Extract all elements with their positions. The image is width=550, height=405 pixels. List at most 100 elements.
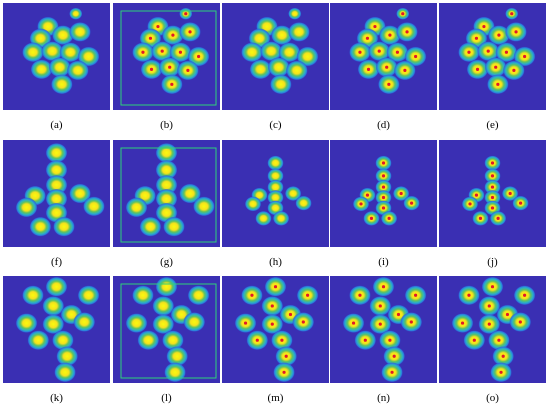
marker bbox=[282, 370, 286, 374]
caption: (k) bbox=[50, 392, 63, 404]
blob bbox=[15, 313, 38, 334]
panel bbox=[222, 3, 329, 110]
marker bbox=[390, 370, 394, 374]
marker bbox=[377, 49, 381, 53]
blob bbox=[284, 186, 302, 201]
blob bbox=[51, 330, 74, 351]
marker bbox=[490, 161, 495, 165]
marker bbox=[401, 12, 405, 16]
blob bbox=[45, 174, 68, 195]
blob bbox=[54, 362, 77, 383]
blob bbox=[45, 142, 68, 163]
panel bbox=[330, 3, 437, 110]
blob bbox=[82, 196, 105, 217]
marker bbox=[518, 320, 522, 324]
marker bbox=[392, 354, 396, 358]
caption: (c) bbox=[269, 119, 282, 131]
marker bbox=[270, 322, 274, 326]
blob bbox=[77, 46, 100, 67]
blob bbox=[244, 196, 262, 212]
marker bbox=[188, 30, 192, 34]
blob bbox=[59, 42, 82, 63]
marker bbox=[301, 320, 305, 324]
marker bbox=[499, 370, 503, 374]
marker bbox=[184, 12, 188, 16]
marker bbox=[486, 49, 490, 53]
panel bbox=[439, 140, 546, 247]
blob bbox=[66, 60, 89, 81]
blob bbox=[270, 25, 293, 46]
blob bbox=[255, 210, 272, 226]
marker bbox=[396, 312, 401, 317]
blob bbox=[192, 196, 215, 217]
marker bbox=[490, 285, 495, 289]
marker bbox=[387, 216, 391, 220]
marker bbox=[501, 354, 505, 358]
panel bbox=[113, 3, 220, 110]
marker bbox=[359, 202, 363, 206]
blob bbox=[125, 313, 148, 334]
marker bbox=[365, 193, 370, 197]
panel bbox=[113, 276, 220, 383]
marker bbox=[156, 24, 160, 29]
marker bbox=[250, 293, 254, 297]
panel bbox=[222, 276, 329, 383]
blob bbox=[179, 183, 202, 204]
marker bbox=[385, 65, 389, 69]
marker bbox=[387, 82, 391, 86]
blob bbox=[267, 168, 284, 184]
caption: (m) bbox=[268, 392, 284, 404]
blob bbox=[137, 330, 160, 351]
blob bbox=[183, 312, 206, 333]
blob bbox=[52, 216, 75, 237]
marker bbox=[288, 312, 293, 317]
panel bbox=[330, 140, 437, 247]
marker bbox=[490, 206, 495, 210]
marker bbox=[496, 82, 500, 86]
blob bbox=[131, 285, 154, 306]
blob bbox=[267, 57, 290, 78]
marker bbox=[497, 33, 501, 37]
marker bbox=[168, 65, 172, 69]
blob bbox=[77, 285, 100, 306]
marker bbox=[472, 338, 476, 342]
marker bbox=[474, 193, 479, 197]
blob bbox=[152, 314, 175, 335]
marker bbox=[358, 50, 362, 54]
marker bbox=[366, 67, 371, 71]
blob bbox=[269, 74, 292, 95]
blob bbox=[56, 346, 79, 367]
marker bbox=[475, 67, 480, 71]
caption: (o) bbox=[486, 392, 499, 404]
blob bbox=[161, 330, 184, 351]
blob bbox=[155, 159, 178, 180]
marker bbox=[478, 216, 483, 220]
marker bbox=[395, 50, 400, 54]
blob bbox=[162, 216, 185, 237]
blob bbox=[21, 42, 44, 63]
marker bbox=[381, 206, 386, 210]
blob bbox=[260, 41, 283, 62]
caption: (l) bbox=[161, 392, 172, 404]
blob bbox=[278, 42, 301, 63]
panel bbox=[3, 140, 110, 247]
marker bbox=[460, 321, 465, 325]
panel bbox=[3, 276, 110, 383]
marker bbox=[496, 216, 500, 220]
marker bbox=[197, 54, 201, 59]
marker bbox=[510, 12, 514, 16]
marker bbox=[148, 36, 153, 40]
caption: (n) bbox=[377, 392, 390, 404]
blob bbox=[187, 285, 210, 306]
marker bbox=[373, 24, 377, 29]
blob bbox=[50, 74, 73, 95]
marker bbox=[494, 65, 498, 69]
marker bbox=[255, 338, 259, 342]
marker bbox=[306, 293, 310, 297]
marker bbox=[270, 304, 274, 308]
panel bbox=[330, 276, 437, 383]
marker bbox=[399, 191, 403, 196]
marker bbox=[504, 50, 509, 54]
blob bbox=[15, 197, 38, 218]
marker bbox=[284, 354, 288, 358]
